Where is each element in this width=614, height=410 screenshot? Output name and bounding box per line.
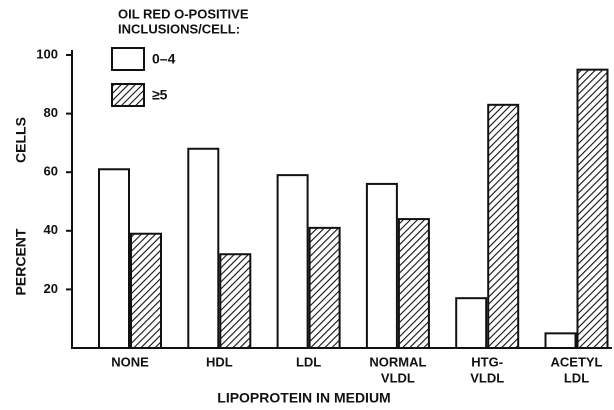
bar: [276, 174, 309, 349]
legend-title: OIL RED O-POSITIVE: [118, 6, 249, 21]
x-tick-label: ACETYL: [551, 354, 603, 369]
bar: [576, 68, 609, 350]
x-tick-label: HTG-: [471, 354, 503, 369]
bar: [187, 147, 220, 349]
bar: [455, 297, 488, 350]
x-axis-title: LIPOPROTEIN IN MEDIUM: [217, 390, 390, 406]
legend-swatch: [111, 83, 145, 107]
x-tick-label: HDL: [206, 354, 233, 369]
x-tick-label: VLDL: [381, 370, 415, 385]
legend-label: ≥5: [152, 87, 168, 103]
bar: [219, 253, 252, 350]
y-axis-title: CELLS: [13, 117, 29, 163]
bar: [308, 226, 341, 349]
y-tick-label: 20: [44, 281, 58, 296]
legend-title: INCLUSIONS/CELL:: [118, 21, 240, 36]
x-tick-label: LDL: [564, 370, 589, 385]
x-tick-label: NONE: [111, 354, 149, 369]
legend-swatch: [111, 47, 145, 71]
y-tick-label: 100: [36, 46, 58, 61]
y-axis-title: PERCENT: [13, 228, 29, 295]
y-tick-label: 80: [44, 105, 58, 120]
bar: [365, 182, 398, 349]
bar: [397, 218, 430, 349]
bar: [98, 168, 130, 349]
y-tick-label: 60: [44, 164, 58, 179]
y-tick-label: 40: [44, 222, 58, 237]
legend-label: 0–4: [152, 51, 176, 67]
x-tick-label: NORMAL: [369, 354, 426, 369]
bar: [487, 103, 520, 349]
x-tick-label: VLDL: [470, 370, 504, 385]
bar: [130, 232, 162, 349]
bar: [544, 332, 577, 350]
x-tick-label: LDL: [296, 354, 321, 369]
